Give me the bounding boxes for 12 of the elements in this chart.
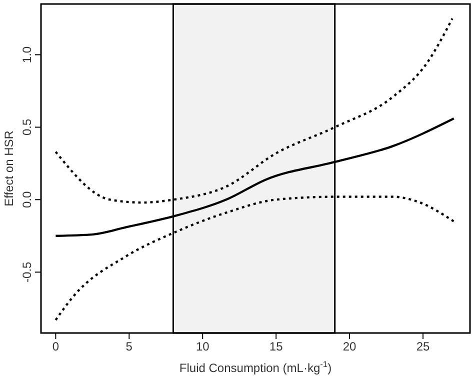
x-tick-label: 10 <box>196 340 210 354</box>
y-tick-label: 0.0 <box>20 190 34 208</box>
x-tick-label: 25 <box>416 340 430 354</box>
y-tick-label: 0.5 <box>20 118 34 136</box>
y-tick-label: -0.5 <box>20 261 34 282</box>
x-tick-label: 5 <box>126 340 133 354</box>
x-tick-label: 20 <box>342 340 357 354</box>
y-axis-title: Effect on HSR <box>2 130 16 206</box>
x-tick-label: 15 <box>269 340 284 354</box>
x-tick-label: 0 <box>52 340 60 354</box>
y-tick-label: 1.0 <box>20 46 34 64</box>
x-axis-title: Fluid Consumption (mL·kg$^{-1}$) <box>179 359 332 375</box>
